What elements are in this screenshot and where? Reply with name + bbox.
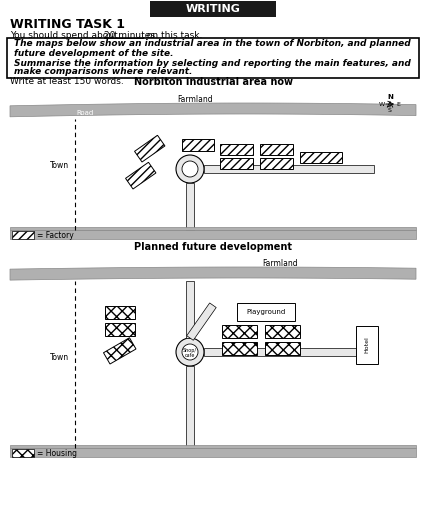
Text: Farmland: Farmland xyxy=(262,260,298,268)
Bar xyxy=(10,445,416,448)
Bar xyxy=(260,158,293,169)
Text: S: S xyxy=(388,109,392,114)
Text: You should spend about: You should spend about xyxy=(10,31,121,39)
Bar xyxy=(237,303,295,321)
Circle shape xyxy=(182,161,198,177)
Text: WRITING TASK 1: WRITING TASK 1 xyxy=(10,18,125,32)
Text: Playground: Playground xyxy=(246,309,285,315)
Bar xyxy=(187,303,216,340)
Bar xyxy=(222,342,257,355)
Bar xyxy=(126,162,156,189)
Bar xyxy=(204,165,374,173)
Polygon shape xyxy=(10,267,416,280)
Text: E: E xyxy=(396,101,400,106)
Text: Town: Town xyxy=(50,352,69,361)
Text: Summarise the information by selecting and reporting the main features, and: Summarise the information by selecting a… xyxy=(14,58,411,68)
Bar xyxy=(182,139,214,151)
Text: Norbiton industrial area now: Norbiton industrial area now xyxy=(133,77,293,87)
Text: The maps below show an industrial area in the town of Norbiton, and planned: The maps below show an industrial area i… xyxy=(14,39,411,49)
Circle shape xyxy=(182,344,198,360)
Text: N: N xyxy=(387,94,393,100)
Text: Planned future development: Planned future development xyxy=(134,242,292,252)
Text: Hotel: Hotel xyxy=(365,336,369,353)
Text: Road: Road xyxy=(76,110,94,116)
Text: W: W xyxy=(379,101,385,106)
Polygon shape xyxy=(10,103,416,117)
Bar xyxy=(104,338,136,364)
Bar xyxy=(265,325,300,338)
Text: make comparisons where relevant.: make comparisons where relevant. xyxy=(14,68,193,76)
Bar xyxy=(12,231,34,239)
Bar xyxy=(10,230,416,239)
Text: Write at least 150 words.: Write at least 150 words. xyxy=(10,77,124,87)
Bar xyxy=(356,326,378,364)
FancyBboxPatch shape xyxy=(7,38,419,78)
Bar xyxy=(135,135,165,162)
Bar xyxy=(186,281,194,338)
Bar xyxy=(10,448,416,457)
Bar xyxy=(150,1,276,17)
Bar xyxy=(105,323,135,336)
Text: = Factory: = Factory xyxy=(37,230,74,240)
Text: WRITING: WRITING xyxy=(186,4,240,14)
Bar xyxy=(204,348,374,356)
Bar xyxy=(10,227,416,230)
Bar xyxy=(105,306,135,319)
Text: Town: Town xyxy=(50,161,69,170)
Text: 20 minutes: 20 minutes xyxy=(104,31,155,39)
Text: Farmland: Farmland xyxy=(177,95,213,103)
Bar xyxy=(220,144,253,155)
Bar xyxy=(222,325,257,338)
Circle shape xyxy=(176,155,204,183)
Bar xyxy=(265,342,300,355)
Text: = Housing: = Housing xyxy=(37,449,77,458)
Bar xyxy=(220,158,253,169)
Bar xyxy=(186,366,194,448)
Bar xyxy=(260,144,293,155)
Text: future development of the site.: future development of the site. xyxy=(14,49,173,57)
Bar xyxy=(186,183,194,230)
Text: Shop/
cafe: Shop/ cafe xyxy=(183,348,197,358)
Text: on this task.: on this task. xyxy=(144,31,202,39)
Bar xyxy=(12,449,34,457)
Bar xyxy=(300,152,342,163)
Circle shape xyxy=(176,338,204,366)
